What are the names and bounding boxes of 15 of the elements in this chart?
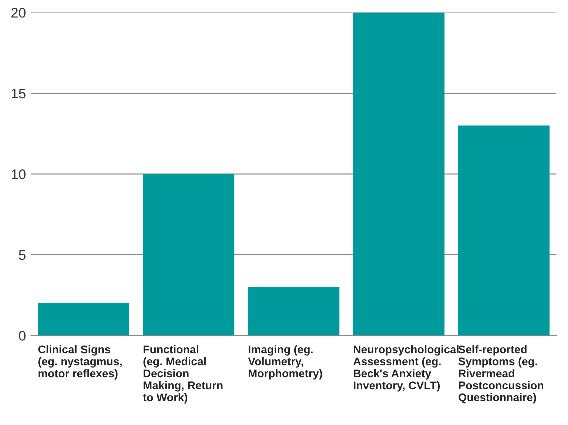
bar <box>248 287 340 336</box>
y-tick-label: 15 <box>12 88 26 99</box>
x-tick-label: Functional (eg. Medical Decision Making, Return to Work) <box>143 345 223 404</box>
x-tick-label: Clinical Signs (eg. nystagmus, motor reflexes) <box>38 345 122 380</box>
bar <box>458 126 550 336</box>
x-tick-label: Neuropsychological Assessment (eg. Beck's Anxiety Inventory, CVLT) <box>354 345 459 392</box>
y-tick-label: 20 <box>12 8 26 18</box>
y-tick-label: 10 <box>12 170 26 180</box>
y-tick-label: 0 <box>19 331 26 341</box>
x-tick-label: Self-reported Symptoms (eg. Rivermead Postconcussion Questionnaire) <box>458 345 544 404</box>
bar <box>38 303 130 336</box>
bar <box>143 174 235 336</box>
y-tick-label: 5 <box>19 250 26 260</box>
x-tick-label: Imaging (eg. Volumetry, Morphometry) <box>248 345 322 380</box>
bar <box>353 12 445 336</box>
